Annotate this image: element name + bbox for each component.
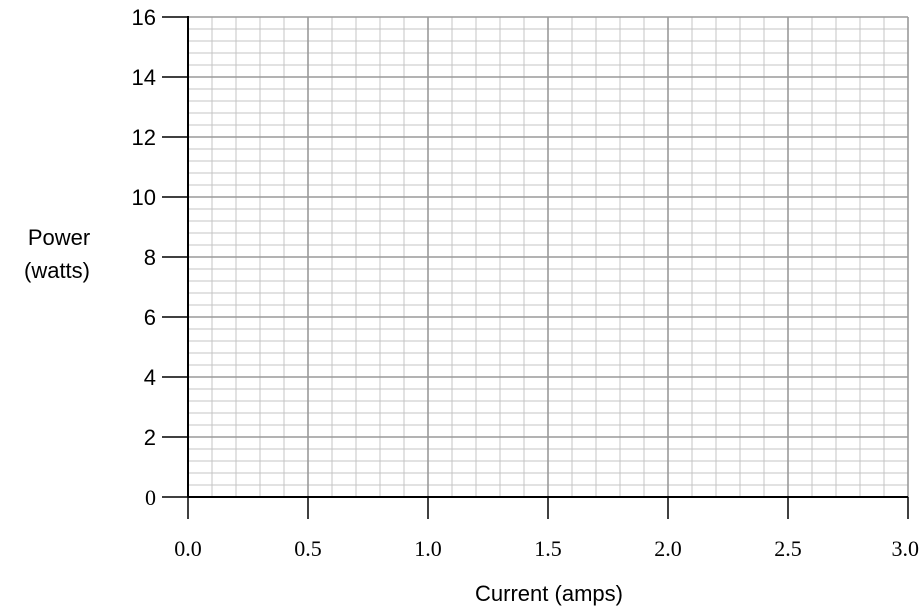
y-axis-label-line1: Power xyxy=(28,225,90,250)
y-tick-label: 12 xyxy=(132,125,156,150)
x-tick-label: 2.0 xyxy=(654,536,682,561)
y-tick-label: 8 xyxy=(144,245,156,270)
major-grid xyxy=(188,16,909,497)
y-tick-label: 16 xyxy=(132,5,156,30)
y-tick-label: 14 xyxy=(132,65,156,90)
y-tick-label: 0 xyxy=(145,485,156,510)
x-axis-label: Current (amps) xyxy=(475,581,623,606)
x-tick-label: 3.0 xyxy=(892,536,920,561)
y-tick-label: 4 xyxy=(144,365,156,390)
x-tick-label: 2.5 xyxy=(774,536,802,561)
tick-labels: 0 2 4 6 8 10 12 14 16 0.0 0.5 1.0 1.5 2.0 2.5 3.0 xyxy=(132,5,919,561)
x-tick-label: 1.5 xyxy=(534,536,562,561)
y-tick-label: 10 xyxy=(132,185,156,210)
y-tick-label: 2 xyxy=(144,425,156,450)
ticks xyxy=(162,16,909,519)
y-axis-label-line2: (watts) xyxy=(24,258,90,283)
x-tick-label: 0.0 xyxy=(174,536,202,561)
x-tick-label: 1.0 xyxy=(414,536,442,561)
y-tick-label: 6 xyxy=(144,305,156,330)
x-tick-label: 0.5 xyxy=(294,536,322,561)
